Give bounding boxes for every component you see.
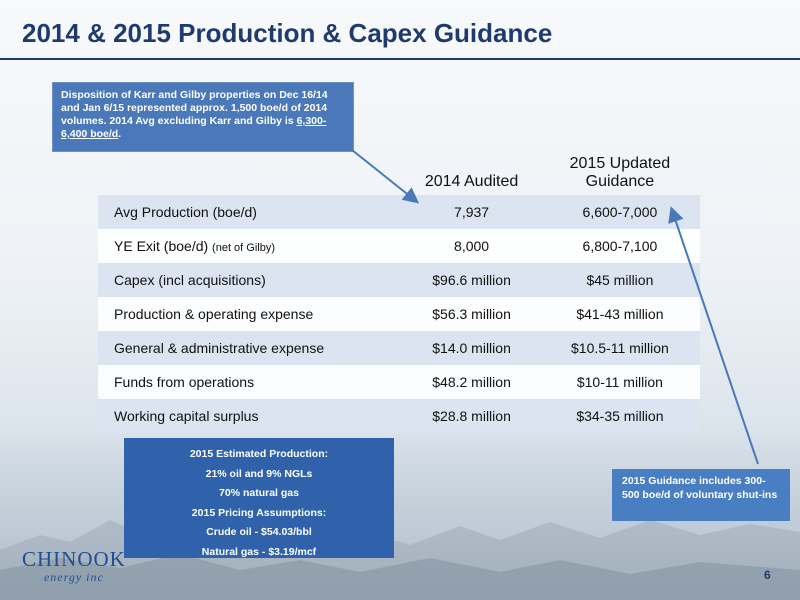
row-label-text: Working capital surplus bbox=[114, 408, 259, 424]
value-2015: 6,600-7,000 bbox=[539, 195, 700, 229]
table-row: Working capital surplus $28.8 million $3… bbox=[98, 399, 700, 433]
value-2014: 8,000 bbox=[403, 229, 540, 263]
estimated-production-callout: 2015 Estimated Production: 21% oil and 9… bbox=[124, 438, 394, 558]
table-row: Avg Production (boe/d) 7,937 6,600-7,000 bbox=[98, 195, 700, 229]
callout-line: 2015 Pricing Assumptions: bbox=[191, 506, 327, 519]
disposition-callout: Disposition of Karr and Gilby properties… bbox=[52, 82, 354, 152]
value-2015: $10-11 million bbox=[539, 365, 700, 399]
header-2015-guidance: 2015 Updated Guidance bbox=[569, 155, 671, 190]
title-divider bbox=[0, 58, 800, 60]
value-2014: $48.2 million bbox=[403, 365, 540, 399]
value-2014: $96.6 million bbox=[403, 263, 540, 297]
value-2014: 7,937 bbox=[403, 195, 540, 229]
guidance-table: 2014 Audited 2015 Updated Guidance Avg P… bbox=[98, 140, 700, 433]
row-label: General & administrative expense bbox=[98, 331, 404, 365]
header-2014-audited: 2014 Audited bbox=[424, 173, 519, 190]
row-label: Avg Production (boe/d) bbox=[98, 195, 404, 229]
logo-subtitle: energy inc bbox=[43, 570, 104, 584]
disposition-callout-text: Disposition of Karr and Gilby properties… bbox=[61, 89, 328, 127]
disposition-callout-suffix: . bbox=[118, 128, 122, 140]
row-label-text: Funds from operations bbox=[114, 374, 255, 390]
table-row: YE Exit (boe/d) (net of Gilby) 8,000 6,8… bbox=[98, 229, 700, 263]
row-label-text: Production & operating expense bbox=[114, 306, 314, 322]
row-label: Production & operating expense bbox=[98, 297, 404, 331]
row-label-text: Avg Production (boe/d) bbox=[114, 204, 257, 220]
table-row: Funds from operations $48.2 million $10-… bbox=[98, 365, 700, 399]
table-row: General & administrative expense $14.0 m… bbox=[98, 331, 700, 365]
callout-line: 70% natural gas bbox=[219, 487, 299, 499]
page-number: 6 bbox=[764, 568, 771, 582]
row-label-text: Capex (incl acquisitions) bbox=[114, 272, 266, 288]
row-note: (net of Gilby) bbox=[212, 242, 276, 254]
value-2014: $56.3 million bbox=[403, 297, 540, 331]
value-2015: $41-43 million bbox=[539, 297, 700, 331]
row-label: Working capital surplus bbox=[98, 399, 404, 433]
row-label-text: YE Exit (boe/d) bbox=[114, 238, 209, 254]
row-label: Funds from operations bbox=[98, 365, 404, 399]
page-title: 2014 & 2015 Production & Capex Guidance bbox=[22, 18, 553, 48]
value-2015: 6,800-7,100 bbox=[539, 229, 700, 263]
header-blank bbox=[98, 140, 403, 195]
callout-line: 2015 Estimated Production: bbox=[189, 448, 329, 460]
value-2014: $14.0 million bbox=[403, 331, 540, 365]
value-2015: $34-35 million bbox=[539, 399, 700, 433]
callout-line: 21% oil and 9% NGLs bbox=[205, 467, 313, 480]
company-logo: CHINOOK energy inc bbox=[22, 548, 126, 585]
guidance-note-callout: 2015 Guidance includes 300-500 boe/d of … bbox=[612, 469, 790, 521]
value-2015: $45 million bbox=[539, 263, 700, 297]
callout-line: Natural gas - $3.19/mcf bbox=[201, 545, 317, 558]
table-header-row: 2014 Audited 2015 Updated Guidance bbox=[98, 140, 700, 195]
logo-name: CHINOOK bbox=[22, 547, 126, 571]
table-row: Capex (incl acquisitions) $96.6 million … bbox=[98, 263, 700, 297]
table-row: Production & operating expense $56.3 mil… bbox=[98, 297, 700, 331]
callout-line: Crude oil - $54.03/bbl bbox=[206, 526, 312, 538]
value-2014: $28.8 million bbox=[403, 399, 540, 433]
value-2015: $10.5-11 million bbox=[539, 331, 700, 365]
row-label: Capex (incl acquisitions) bbox=[98, 263, 404, 297]
disposition-callout-highlight: 6,300-6,400 boe/d bbox=[61, 115, 327, 140]
row-label-text: General & administrative expense bbox=[114, 340, 325, 356]
row-label: YE Exit (boe/d) (net of Gilby) bbox=[98, 229, 404, 263]
